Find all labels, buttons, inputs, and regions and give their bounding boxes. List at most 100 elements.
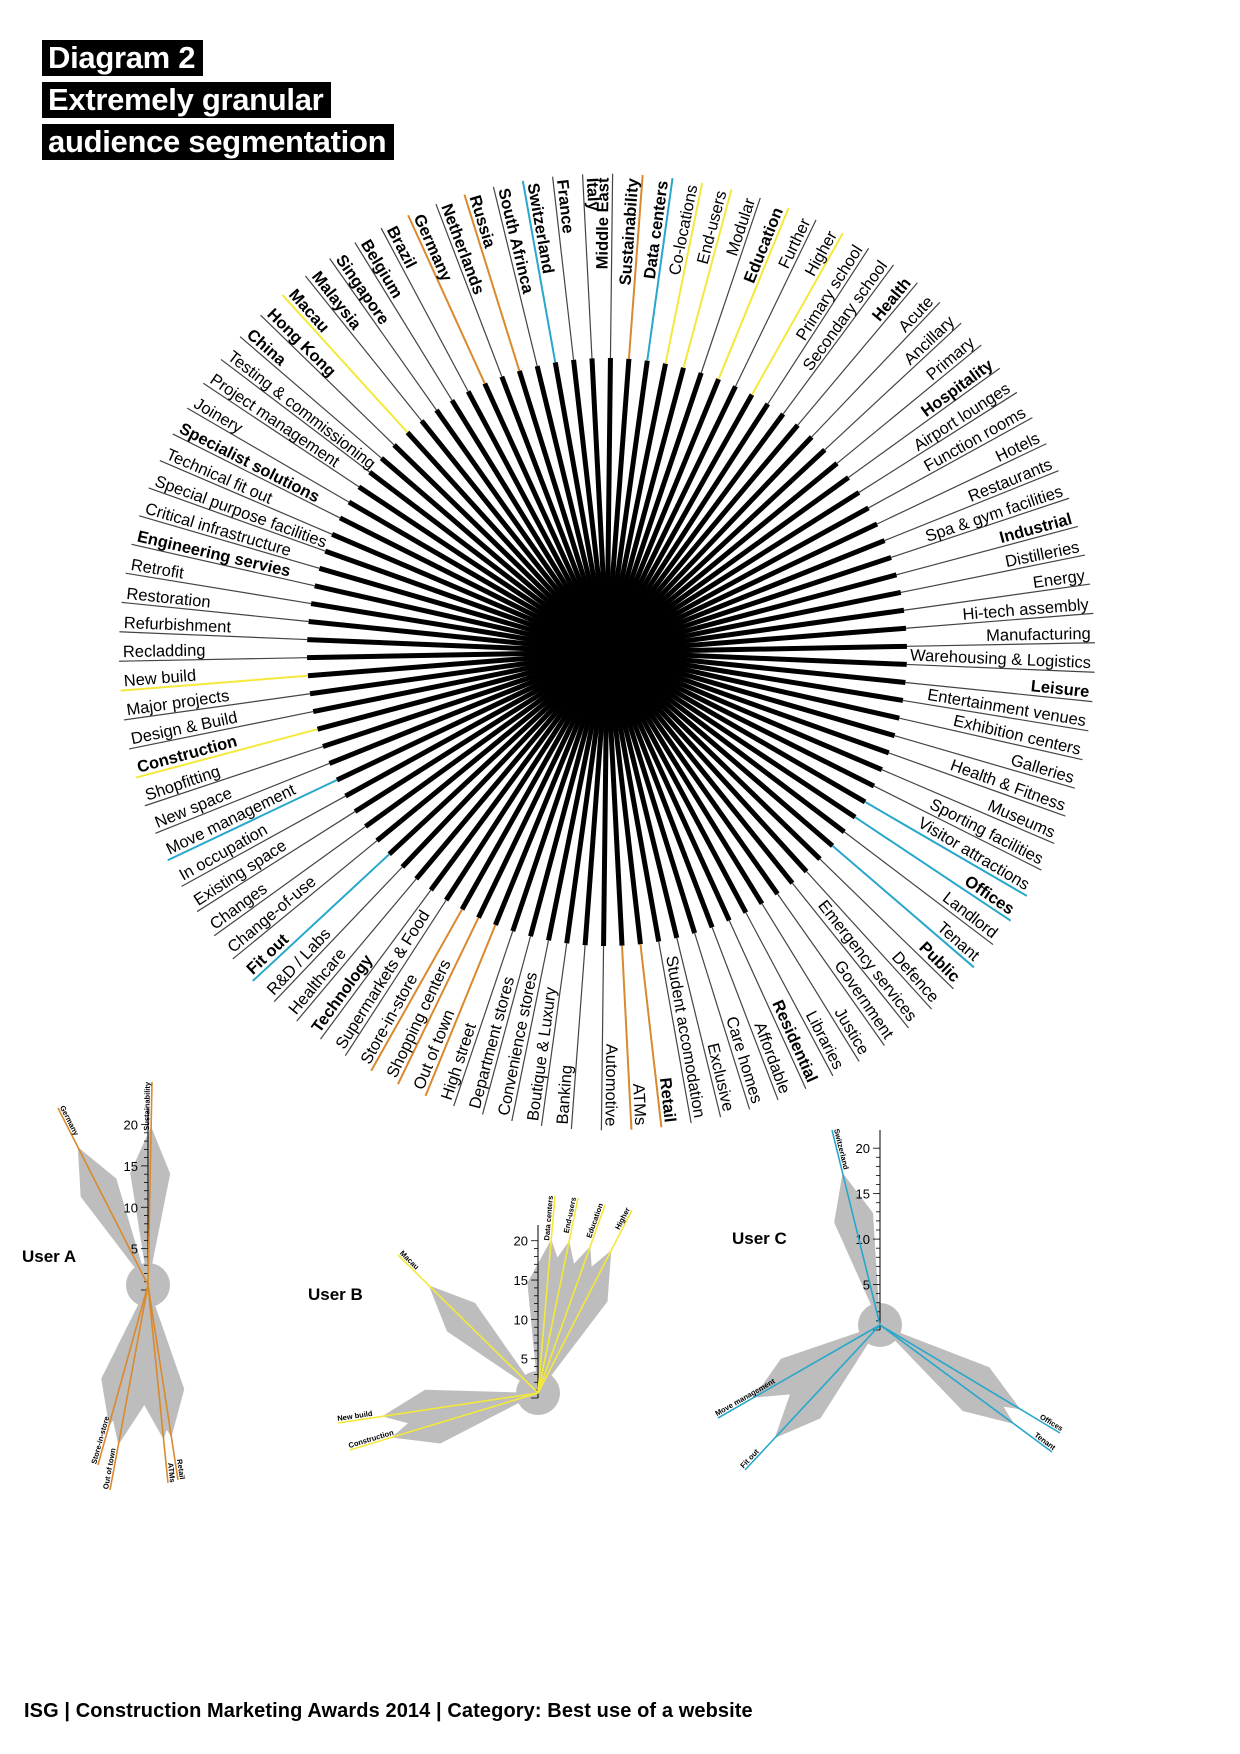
spoke-galleries xyxy=(619,653,896,739)
spoke-tail-airport-lounges xyxy=(858,391,1018,493)
spoke-tail-new-build xyxy=(120,674,309,692)
spoke-tail-fit-out xyxy=(252,853,390,982)
spoke-tail-exhibition-centers xyxy=(899,717,1083,761)
segment-middle-east: Middle East xyxy=(594,173,614,639)
user-spoke-macau xyxy=(397,1254,539,1394)
spoke-tail-restoration xyxy=(121,601,309,623)
spoke-tail-r-d-labs xyxy=(273,866,403,1003)
segment-belgium: Belgium xyxy=(354,237,602,642)
spoke-fit-out xyxy=(387,659,599,857)
user-spoke-construction xyxy=(349,1392,539,1451)
spoke-hospitality xyxy=(616,475,850,646)
spoke-netherlands xyxy=(499,375,605,641)
spoke-south-afrinca xyxy=(534,365,607,640)
user-spoke-label-sustainability: Sustainability xyxy=(142,1081,152,1131)
user-spoke-label-fit-out: Fit out xyxy=(738,1447,761,1470)
spoke-tail-construction xyxy=(135,728,318,779)
spoke-tail-public xyxy=(819,858,954,990)
spoke-government xyxy=(612,661,780,896)
spoke-tail-care-homes xyxy=(694,932,751,1110)
spoke-secondary-school xyxy=(613,412,786,643)
segment-italy: Italy xyxy=(581,174,609,639)
spoke-energy xyxy=(620,607,905,653)
spoke-engineering-servies xyxy=(314,583,594,652)
spoke-education xyxy=(609,378,721,641)
user-spoke-education xyxy=(537,1204,606,1394)
spoke-tail-acute xyxy=(811,301,941,438)
diagram-hub xyxy=(577,622,637,682)
spoke-acute xyxy=(614,435,814,644)
user-plot-scale-label: 15 xyxy=(856,1187,870,1202)
spoke-design-build xyxy=(312,652,594,715)
spoke-china xyxy=(379,456,599,645)
user-plot-scale-label: 5 xyxy=(131,1242,138,1257)
user-plot-scale-label: 20 xyxy=(124,1118,138,1133)
spoke-tail-exclusive xyxy=(676,937,722,1118)
spoke-function-rooms xyxy=(617,505,870,648)
user-spoke-label-germany: Germany xyxy=(58,1104,81,1138)
spoke-tail-germany xyxy=(407,214,486,384)
segment-label-recladding: Recladding xyxy=(123,642,206,662)
user-spoke-label-retail: Retail xyxy=(175,1458,187,1480)
spoke-new-space xyxy=(328,654,595,766)
spoke-data-centers xyxy=(606,360,650,639)
spoke-specialist-solutions xyxy=(338,515,596,648)
spoke-tail-primary xyxy=(836,344,982,464)
spoke-libraries xyxy=(611,662,749,914)
spoke-healthcare xyxy=(414,660,601,881)
footer-credit: ISG | Construction Marketing Awards 2014… xyxy=(24,1700,753,1722)
spoke-tail-industrial xyxy=(896,525,1079,576)
segment-atms: ATMs xyxy=(605,665,649,1130)
spoke-tail-refurbishment xyxy=(119,631,308,641)
spoke-in-occupation xyxy=(344,656,597,799)
user-spoke-data-centers xyxy=(537,1195,556,1394)
segment-recladding: Recladding xyxy=(119,642,594,662)
user-plot-user-b: User B 20 15 10 5 Macau Data centers End-users E… xyxy=(308,1195,633,1451)
spoke-primary-school xyxy=(612,402,770,642)
segment-retail: Retail xyxy=(606,665,679,1128)
spoke-care-homes xyxy=(608,664,698,934)
title-line-1: Diagram 2 xyxy=(42,40,204,76)
spoke-tail-belgium xyxy=(354,242,453,401)
spoke-co-locations xyxy=(607,363,668,640)
spoke-germany xyxy=(482,382,604,641)
spoke-exclusive xyxy=(607,664,680,939)
spoke-tail-hi-tech-assembly xyxy=(905,612,1094,629)
spoke-supermarkets-food xyxy=(444,662,602,902)
spoke-entertainment-venues xyxy=(620,651,904,703)
spoke-tail-warehousing-logistics xyxy=(906,663,1095,673)
spoke-residential xyxy=(610,663,732,922)
user-spoke-sustainability xyxy=(147,1081,153,1286)
spoke-tail-store-in-store xyxy=(370,908,463,1072)
spoke-singapore xyxy=(434,408,602,643)
spoke-health xyxy=(613,423,800,644)
spoke-store-in-store xyxy=(459,662,603,911)
spoke-banking xyxy=(582,665,609,946)
segment-france: France xyxy=(552,176,608,639)
spoke-r-d-labs xyxy=(400,660,600,869)
spoke-high-street xyxy=(510,664,605,932)
user-plot-title: User A xyxy=(22,1247,76,1266)
spoke-tail-critical-infrastructure xyxy=(139,515,320,569)
spoke-critical-infrastructure xyxy=(318,565,595,651)
segment-label-russia: Russia xyxy=(466,193,499,251)
spoke-landlord xyxy=(616,658,846,834)
spoke-tail-further xyxy=(734,219,817,387)
user-spoke-move-management xyxy=(717,1324,881,1419)
spoke-tail-convenience-stores xyxy=(511,940,550,1122)
spoke-tail-affordable xyxy=(711,927,779,1101)
spoke-switzerland xyxy=(552,361,608,639)
spoke-tail-spa-gym-facilities xyxy=(890,497,1070,559)
spoke-tail-visitor-attractions xyxy=(864,801,1028,897)
spoke-tail-defence xyxy=(806,871,933,1010)
spoke-primary xyxy=(616,461,839,646)
spoke-tail-modular xyxy=(700,197,761,374)
user-spoke-label-education: Education xyxy=(584,1202,605,1240)
segment-label-atms: ATMs xyxy=(629,1083,649,1126)
spoke-tail-singapore xyxy=(329,258,437,411)
spoke-joinery xyxy=(347,499,597,648)
spoke-sustainability xyxy=(605,358,632,639)
